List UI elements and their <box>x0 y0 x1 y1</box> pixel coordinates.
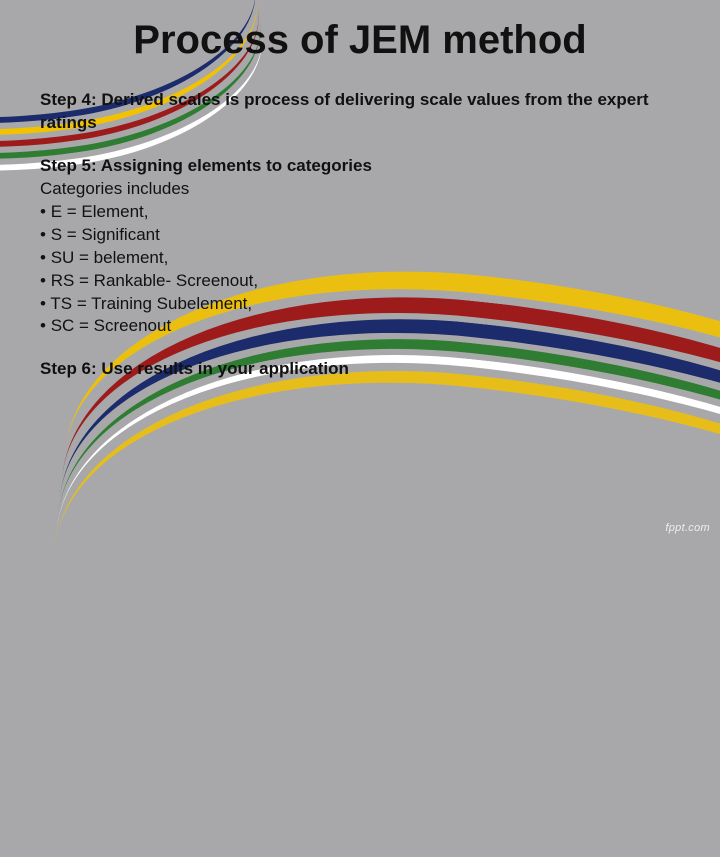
list-item: SU = belement, <box>40 247 680 270</box>
list-item: E = Element, <box>40 201 680 224</box>
step-6-heading: Step 6: Use results in your application <box>40 358 680 381</box>
step-4-block: Step 4: Derived scales is process of del… <box>40 89 680 135</box>
list-item: RS = Rankable- Screenout, <box>40 270 680 293</box>
step-4-heading: Step 4: Derived scales is process of del… <box>40 89 680 135</box>
slide-content: Process of JEM method Step 4: Derived sc… <box>0 0 720 381</box>
step-5-heading: Step 5: Assigning elements to categories <box>40 155 680 178</box>
step-6-block: Step 6: Use results in your application <box>40 358 680 381</box>
step-5-category-list: E = Element, S = Significant SU = beleme… <box>40 201 680 339</box>
slide-title: Process of JEM method <box>40 18 680 63</box>
step-5-block: Step 5: Assigning elements to categories… <box>40 155 680 339</box>
list-item: S = Significant <box>40 224 680 247</box>
list-item: TS = Training Subelement, <box>40 293 680 316</box>
footer-watermark: fppt.com <box>665 522 710 534</box>
list-item: SC = Screenout <box>40 315 680 338</box>
step-5-subhead: Categories includes <box>40 178 680 201</box>
